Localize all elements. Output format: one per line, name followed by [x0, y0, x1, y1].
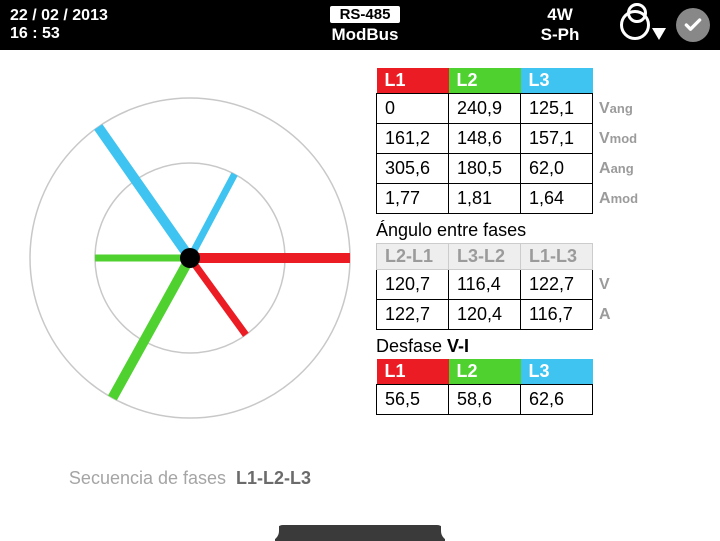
time-text: 16 : 53 — [10, 25, 210, 43]
col-header-l2: L2 — [449, 359, 521, 385]
value-cell: 125,1 — [521, 94, 593, 124]
value-cell: 116,4 — [449, 270, 521, 300]
value-cell: 148,6 — [449, 124, 521, 154]
section-angle-title: Ángulo entre fases — [376, 214, 710, 243]
wiring-bottom: S-Ph — [520, 25, 600, 45]
col-header: L2-L1 — [377, 244, 449, 270]
status-bar: 22 / 02 / 2013 16 : 53 RS-485 ModBus 4W … — [0, 0, 720, 50]
value-cell: 240,9 — [449, 94, 521, 124]
value-cell: 56,5 — [377, 385, 449, 415]
measurements-table: L1L2L3 0240,9125,1Vang 161,2148,6157,1Vmod… — [376, 68, 653, 214]
wiring-top: 4W — [520, 5, 600, 25]
value-cell: 180,5 — [449, 154, 521, 184]
phaseshift-table: L1L2L3 56,558,662,6 — [376, 359, 653, 415]
unit-cell: Vang — [593, 94, 653, 124]
value-cell: 1,64 — [521, 184, 593, 214]
value-cell: 122,7 — [377, 300, 449, 330]
sequence-label: Secuencia de fases — [69, 468, 226, 488]
unit-cell — [593, 385, 653, 415]
value-cell: 122,7 — [521, 270, 593, 300]
unit-cell: A — [593, 300, 653, 330]
value-cell: 1,81 — [449, 184, 521, 214]
value-cell: 161,2 — [377, 124, 449, 154]
unit-cell: V — [593, 270, 653, 300]
data-tables: L1L2L30240,9125,1Vang161,2148,6157,1Vmod… — [370, 68, 710, 489]
col-header-l1: L1 — [377, 359, 449, 385]
date-text: 22 / 02 / 2013 — [10, 7, 210, 25]
value-cell: 58,6 — [449, 385, 521, 415]
col-header: L1-L3 — [521, 244, 593, 270]
value-cell: 120,4 — [449, 300, 521, 330]
unit-cell: Aang — [593, 154, 653, 184]
value-cell: 120,7 — [377, 270, 449, 300]
wiring-info: 4W S-Ph — [520, 5, 600, 44]
unit-cell: Amod — [593, 184, 653, 214]
phase-sequence: Secuencia de fases L1-L2-L3 — [69, 468, 311, 489]
value-cell: 62,0 — [521, 154, 593, 184]
value-cell: 0 — [377, 94, 449, 124]
alarm-icon — [620, 10, 650, 40]
sequence-value: L1-L2-L3 — [236, 468, 311, 488]
datetime: 22 / 02 / 2013 16 : 53 — [10, 7, 210, 44]
angle-table: L2-L1L3-L2L1-L3120,7116,4122,7V122,7120,… — [376, 243, 653, 330]
confirm-icon[interactable] — [676, 8, 710, 42]
col-header-l3: L3 — [521, 68, 593, 94]
col-header-l2: L2 — [449, 68, 521, 94]
value-cell: 157,1 — [521, 124, 593, 154]
unit-cell: Vmod — [593, 124, 653, 154]
comm-info: RS-485 ModBus — [210, 6, 520, 45]
value-cell: 116,7 — [521, 300, 593, 330]
comm-badge: RS-485 — [330, 6, 401, 23]
col-header-l3: L3 — [521, 359, 593, 385]
value-cell: 62,6 — [521, 385, 593, 415]
value-cell: 305,6 — [377, 154, 449, 184]
col-header-l1: L1 — [377, 68, 449, 94]
bottom-handle[interactable] — [275, 525, 445, 541]
section-phaseshift-title: Desfase V-I — [376, 330, 710, 359]
phasor-diagram — [20, 88, 360, 428]
protocol-text: ModBus — [210, 25, 520, 45]
col-header: L3-L2 — [449, 244, 521, 270]
dropdown-icon[interactable] — [652, 28, 666, 40]
value-cell: 1,77 — [377, 184, 449, 214]
